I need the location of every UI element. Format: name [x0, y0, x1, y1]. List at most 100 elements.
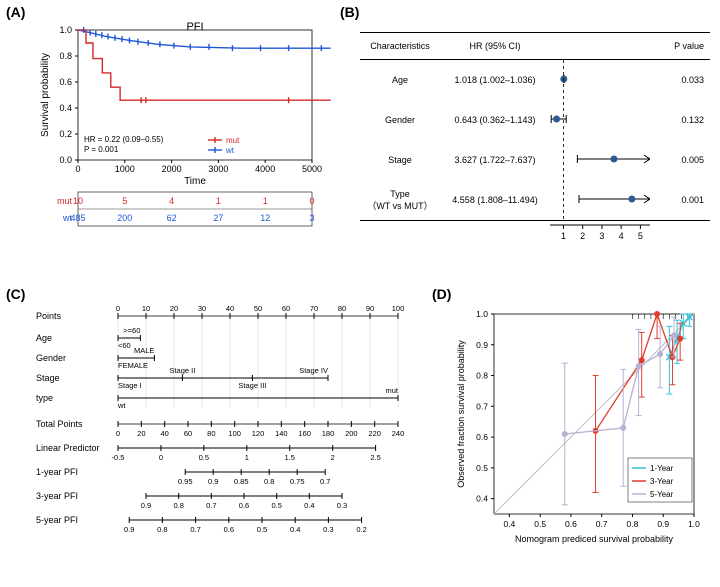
svg-text:220: 220	[368, 429, 381, 438]
svg-text:0.5: 0.5	[271, 501, 281, 510]
svg-text:0: 0	[159, 453, 163, 462]
svg-text:3: 3	[309, 213, 314, 223]
svg-text:1.0: 1.0	[688, 519, 700, 529]
forest-row: Gender0.643 (0.362–1.143)0.132	[360, 100, 710, 140]
forest-table: Characteristics HR (95% CI) P value Age1…	[360, 32, 710, 248]
svg-text:HR = 0.22 (0.09–0.55): HR = 0.22 (0.09–0.55)	[84, 135, 164, 144]
svg-text:0.2: 0.2	[356, 525, 366, 534]
svg-text:wt: wt	[117, 401, 126, 410]
svg-text:Observed fraction survival pro: Observed fraction survival probability	[456, 340, 466, 488]
svg-text:0: 0	[116, 304, 120, 313]
svg-text:0.5: 0.5	[199, 453, 209, 462]
svg-text:0.4: 0.4	[304, 501, 314, 510]
svg-text:0.9: 0.9	[476, 340, 488, 350]
svg-text:160: 160	[298, 429, 311, 438]
svg-text:PFI: PFI	[186, 22, 203, 33]
svg-text:1: 1	[245, 453, 249, 462]
svg-text:2: 2	[580, 231, 585, 241]
panel-b-label: (B)	[340, 4, 359, 20]
svg-text:0.9: 0.9	[124, 525, 134, 534]
svg-text:10: 10	[142, 304, 150, 313]
svg-text:0.4: 0.4	[59, 103, 72, 113]
svg-text:Stage IV: Stage IV	[299, 366, 328, 375]
panel-c: (C) Points0102030405060708090100Age<60>=…	[6, 286, 426, 581]
svg-text:0.6: 0.6	[565, 519, 577, 529]
svg-text:Linear Predictor: Linear Predictor	[36, 443, 100, 453]
panel-c-label: (C)	[6, 286, 25, 302]
svg-text:12: 12	[260, 213, 270, 223]
svg-text:4: 4	[169, 196, 174, 206]
svg-text:0.8: 0.8	[157, 525, 167, 534]
panel-d-label: (D)	[432, 286, 451, 302]
svg-text:0.4: 0.4	[476, 494, 488, 504]
svg-text:type: type	[36, 393, 53, 403]
svg-text:1.0: 1.0	[59, 25, 72, 35]
svg-text:P = 0.001: P = 0.001	[84, 145, 119, 154]
svg-text:27: 27	[213, 213, 223, 223]
svg-text:0.4: 0.4	[503, 519, 515, 529]
svg-text:10: 10	[73, 196, 83, 206]
svg-text:1-year PFI: 1-year PFI	[36, 467, 78, 477]
svg-text:0.7: 0.7	[320, 477, 330, 486]
svg-text:0.8: 0.8	[476, 371, 488, 381]
svg-text:mut: mut	[385, 386, 398, 395]
svg-text:0: 0	[75, 164, 80, 174]
svg-text:1.0: 1.0	[476, 309, 488, 319]
svg-text:5-year PFI: 5-year PFI	[36, 515, 78, 525]
svg-text:100: 100	[392, 304, 405, 313]
svg-text:4: 4	[619, 231, 624, 241]
svg-text:Points: Points	[36, 311, 62, 321]
svg-text:20: 20	[170, 304, 178, 313]
svg-text:1-Year: 1-Year	[650, 464, 674, 473]
svg-text:5: 5	[122, 196, 127, 206]
svg-text:Nomogram prediced survival pro: Nomogram prediced survival probability	[515, 534, 674, 544]
panel-d: (D) 0.40.50.60.70.80.91.00.40.50.60.70.8…	[432, 286, 716, 581]
svg-text:Time: Time	[184, 176, 206, 187]
svg-text:0: 0	[309, 196, 314, 206]
svg-text:0.5: 0.5	[257, 525, 267, 534]
svg-text:100: 100	[228, 429, 241, 438]
svg-text:0.8: 0.8	[173, 501, 183, 510]
panel-a-chart: PFI0.00.20.40.60.81.00100020003000400050…	[34, 22, 334, 272]
svg-text:60: 60	[184, 429, 192, 438]
svg-text:200: 200	[345, 429, 358, 438]
svg-text:0.85: 0.85	[234, 477, 249, 486]
svg-text:0.5: 0.5	[534, 519, 546, 529]
svg-text:mut: mut	[226, 136, 240, 145]
svg-text:1.5: 1.5	[285, 453, 295, 462]
svg-text:Age: Age	[36, 333, 52, 343]
svg-text:Survival probability: Survival probability	[40, 53, 51, 137]
svg-text:4000: 4000	[255, 164, 275, 174]
svg-text:0.3: 0.3	[323, 525, 333, 534]
svg-text:1: 1	[263, 196, 268, 206]
svg-text:0.7: 0.7	[596, 519, 608, 529]
svg-text:5: 5	[638, 231, 643, 241]
svg-text:0.6: 0.6	[476, 432, 488, 442]
svg-text:200: 200	[117, 213, 132, 223]
svg-text:2000: 2000	[162, 164, 182, 174]
svg-text:30: 30	[198, 304, 206, 313]
panel-a: (A) PFI0.00.20.40.60.81.0010002000300040…	[6, 4, 336, 264]
svg-text:Gender: Gender	[36, 353, 66, 363]
svg-text:3-year PFI: 3-year PFI	[36, 491, 78, 501]
svg-text:-0.5: -0.5	[112, 453, 125, 462]
forest-row: Type （WT vs MUT）4.558 (1.808–11.494)0.00…	[360, 180, 710, 220]
svg-text:3000: 3000	[208, 164, 228, 174]
svg-text:5-Year: 5-Year	[650, 490, 674, 499]
svg-text:0.8: 0.8	[627, 519, 639, 529]
forest-header-pval: P value	[650, 41, 710, 51]
forest-header: Characteristics HR (95% CI) P value	[360, 32, 710, 60]
svg-text:0.7: 0.7	[206, 501, 216, 510]
forest-row: Age1.018 (1.002–1.036)0.033	[360, 60, 710, 100]
svg-text:Stage III: Stage III	[238, 381, 266, 390]
svg-text:180: 180	[322, 429, 335, 438]
svg-text:90: 90	[366, 304, 374, 313]
svg-text:2.5: 2.5	[370, 453, 380, 462]
svg-text:20: 20	[137, 429, 145, 438]
svg-text:3-Year: 3-Year	[650, 477, 674, 486]
svg-text:0.75: 0.75	[290, 477, 305, 486]
calibration-plot: 0.40.50.60.70.80.91.00.40.50.60.70.80.91…	[450, 302, 716, 582]
svg-text:0.4: 0.4	[290, 525, 300, 534]
forest-header-char: Characteristics	[360, 41, 440, 51]
svg-text:0.2: 0.2	[59, 129, 72, 139]
